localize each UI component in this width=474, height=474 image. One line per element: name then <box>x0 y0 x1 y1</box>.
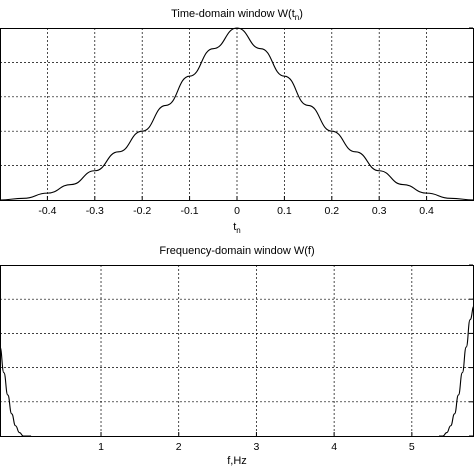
time-domain-x-axis-label-main: t <box>233 221 236 233</box>
time-domain-grid <box>0 28 474 200</box>
time-domain-x-tick-label-1: -0.3 <box>86 205 104 217</box>
frequency-domain-series-0-segment-1 <box>439 305 474 437</box>
time-domain-x-tick-label-7: 0.3 <box>372 205 387 217</box>
time-domain-x-ticks: -0.4 -0.3 -0.2 -0.1 0 0.1 0.2 0.3 0.4 <box>38 196 434 217</box>
time-domain-x-tick-label-5: 0.1 <box>277 205 292 217</box>
time-domain-x-tick-label-3: -0.1 <box>181 205 199 217</box>
time-domain-title-main: Time-domain window W(t <box>171 8 295 20</box>
frequency-domain-title: Frequency-domain window W(f) <box>159 245 314 257</box>
time-domain-x-tick-label-8: 0.4 <box>419 205 434 217</box>
frequency-domain-x-ticks: 1 2 3 4 5 <box>98 432 415 453</box>
frequency-domain-plot: Frequency-domain window W(f) 1 2 3 4 5 f,Hz <box>0 245 474 467</box>
time-domain-x-tick-label-0: -0.4 <box>38 205 56 217</box>
frequency-domain-x-axis-label: f,Hz <box>227 455 247 467</box>
frequency-domain-x-tick-label-0: 1 <box>98 441 104 453</box>
frequency-domain-x-tick-label-3: 4 <box>331 441 337 453</box>
time-domain-title-tail: ) <box>299 8 303 20</box>
time-domain-x-tick-label-2: -0.2 <box>133 205 151 217</box>
frequency-domain-y-ticks <box>469 264 473 437</box>
frequency-domain-curve-layer <box>0 305 474 437</box>
frequency-domain-x-tick-label-2: 3 <box>254 441 260 453</box>
time-domain-x-axis-label: tn <box>233 221 241 235</box>
time-domain-x-tick-label-4: 0 <box>234 205 240 217</box>
time-domain-x-tick-label-6: 0.2 <box>324 205 339 217</box>
frequency-domain-x-tick-label-4: 5 <box>409 441 415 453</box>
frequency-domain-axes-frame <box>0 265 474 437</box>
frequency-domain-x-tick-label-1: 2 <box>176 441 182 453</box>
frequency-domain-series-0-segment-0 <box>0 346 32 437</box>
time-domain-title: Time-domain window W(tn) <box>171 8 303 22</box>
frequency-domain-grid <box>0 265 474 436</box>
time-domain-y-ticks <box>469 27 473 201</box>
time-domain-x-axis-label-subscript: n <box>236 226 240 235</box>
time-domain-title-subscript: n <box>295 13 299 22</box>
time-domain-plot: Time-domain window W(tn) -0.4 -0.3 -0.2 -0.… <box>0 8 474 235</box>
time-domain-axes-frame <box>0 28 474 201</box>
